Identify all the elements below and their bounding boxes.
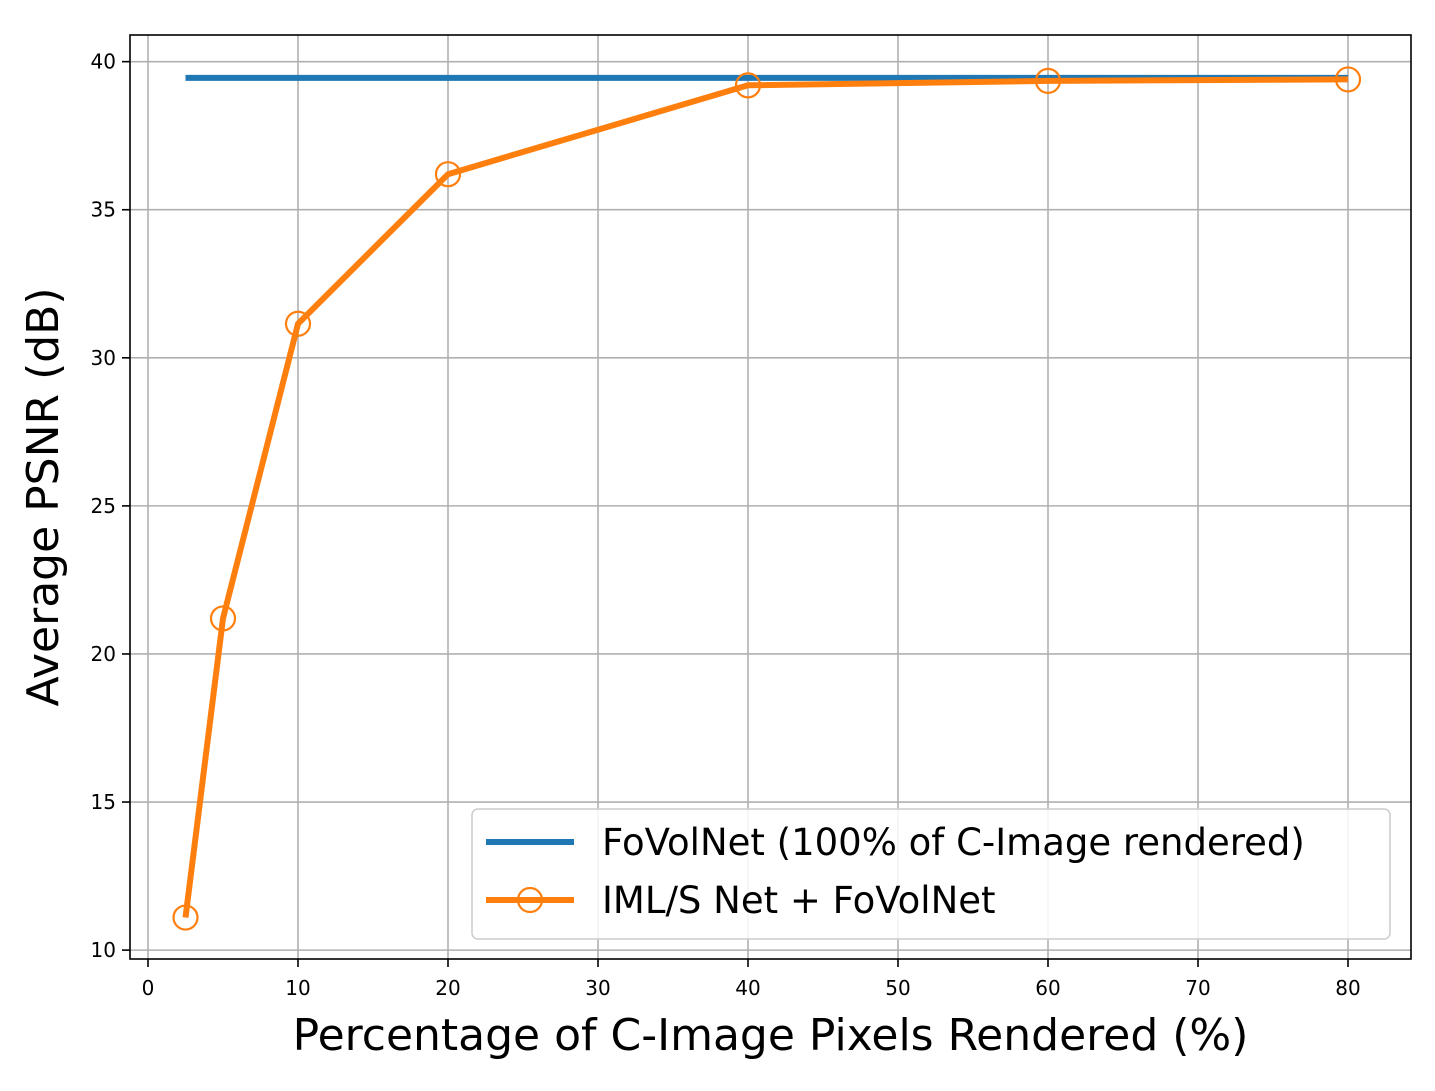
data-point: [209, 605, 237, 632]
y-axis-label: Average PSNR (dB): [18, 287, 69, 706]
ticks: 0 10 20 30 40 50 60 70 80 10 15 20 25 30 35 40: [91, 50, 1361, 1000]
x-axis-label: Percentage of C-Image Pixels Rendered (%…: [293, 1010, 1249, 1061]
plot-frame: [129, 34, 1412, 960]
data-point: [1334, 66, 1362, 93]
y-tick-label: 40: [91, 50, 116, 74]
y-tick-label: 10: [91, 938, 116, 962]
x-tick-label: 30: [585, 976, 610, 1000]
y-tick-label: 25: [91, 494, 116, 518]
x-tick-label: 40: [735, 976, 760, 1000]
legend-marker-imls-net: [516, 886, 544, 914]
x-tick-label: 20: [435, 976, 460, 1000]
gridlines: [130, 35, 1411, 959]
data-point: [284, 310, 312, 337]
x-tick-label: 60: [1035, 976, 1060, 1000]
x-tick-label: 80: [1335, 976, 1360, 1000]
y-tick-label: 35: [91, 198, 116, 222]
legend-box: [471, 808, 1391, 940]
series-layer: [172, 66, 1362, 931]
y-tick-label: 20: [91, 642, 116, 666]
x-tick-label: 0: [142, 976, 155, 1000]
series-line-1: [182, 76, 1349, 918]
x-tick-label: 70: [1185, 976, 1210, 1000]
x-tick-label: 50: [885, 976, 910, 1000]
data-point: [434, 161, 462, 188]
legend-label-fovolnet: FoVolNet (100% of C-Image rendered): [602, 821, 1305, 864]
legend-label-imls-net: IML/S Net + FoVolNet: [602, 879, 996, 922]
x-tick-label: 10: [285, 976, 310, 1000]
data-point: [172, 904, 199, 931]
data-point: [734, 72, 762, 99]
y-tick-label: 30: [91, 346, 116, 370]
legend: FoVolNet (100% of C-Image rendered) IML/…: [471, 808, 1391, 940]
y-tick-label: 15: [91, 790, 116, 814]
data-point: [1034, 67, 1062, 95]
